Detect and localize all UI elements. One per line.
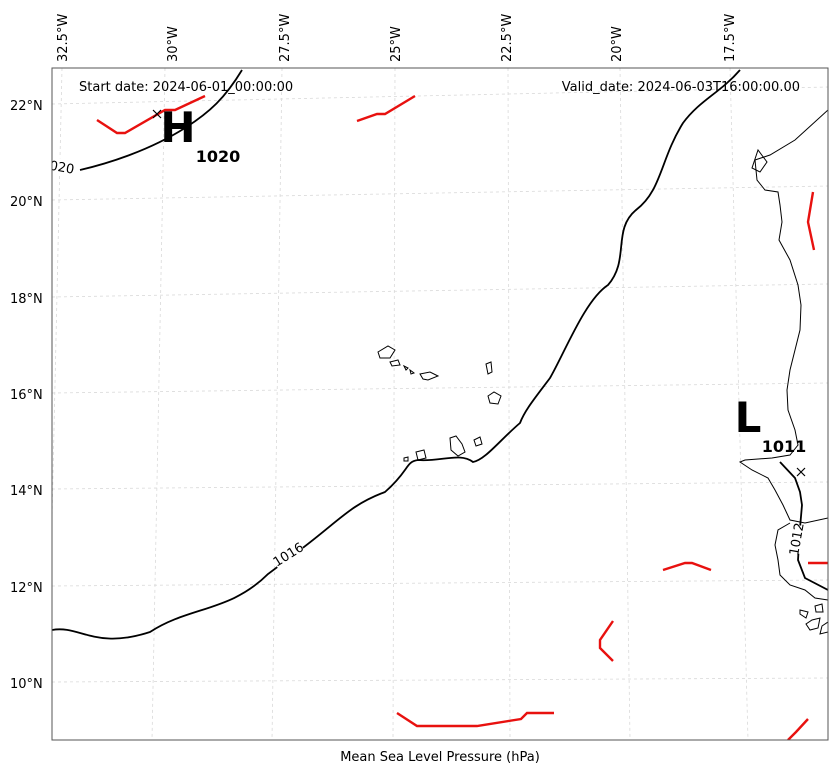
lon-tick-20w: 20°W [610, 26, 625, 62]
lat-tick-22n: 22°N [10, 99, 43, 114]
map-frame [52, 68, 828, 740]
longitude-ticks: 32.5°W 30°W 27.5°W 25°W 22.5°W 20°W 17.5… [56, 14, 738, 62]
lat-tick-14n: 14°N [10, 484, 43, 499]
isobar-1020 [79, 69, 243, 171]
lon-tick-25w: 25°W [389, 26, 404, 62]
cape-verde-islands [377, 345, 502, 462]
graticule [52, 68, 828, 740]
valid-date-label: Valid_date: 2024-06-03T16:00:00.00 [562, 80, 800, 95]
start-date-label: Start date: 2024-06-01_00:00:00 [79, 80, 293, 95]
map-caption: Mean Sea Level Pressure (hPa) [340, 750, 540, 765]
lon-tick-27-5w: 27.5°W [278, 14, 293, 62]
latitude-ticks: 22°N 20°N 18°N 16°N 14°N 12°N 10°N [10, 99, 43, 692]
fronts [96, 94, 828, 740]
lon-tick-30w: 30°W [166, 26, 181, 62]
low-pressure-value: 1011 [762, 437, 807, 456]
lon-tick-17-5w: 17.5°W [723, 14, 738, 62]
lon-tick-32-5w: 32.5°W [56, 14, 71, 62]
lat-tick-10n: 10°N [10, 677, 43, 692]
coastline [738, 109, 828, 635]
low-pressure-center: L [735, 393, 762, 442]
isobar-label-1012: 1012 [787, 522, 808, 557]
lon-tick-22-5w: 22.5°W [500, 14, 515, 62]
lat-tick-18n: 18°N [10, 292, 43, 307]
lat-tick-12n: 12°N [10, 581, 43, 596]
isobars [52, 69, 828, 640]
isobar-1012 [779, 461, 828, 591]
lat-tick-20n: 20°N [10, 195, 43, 210]
isobar-1016 [52, 69, 741, 640]
high-pressure-center: H [160, 103, 195, 152]
isobar-label-1020: 1020 [40, 157, 75, 178]
lat-tick-16n: 16°N [10, 388, 43, 403]
center-markers [152, 109, 806, 477]
high-pressure-value: 1020 [196, 147, 241, 166]
